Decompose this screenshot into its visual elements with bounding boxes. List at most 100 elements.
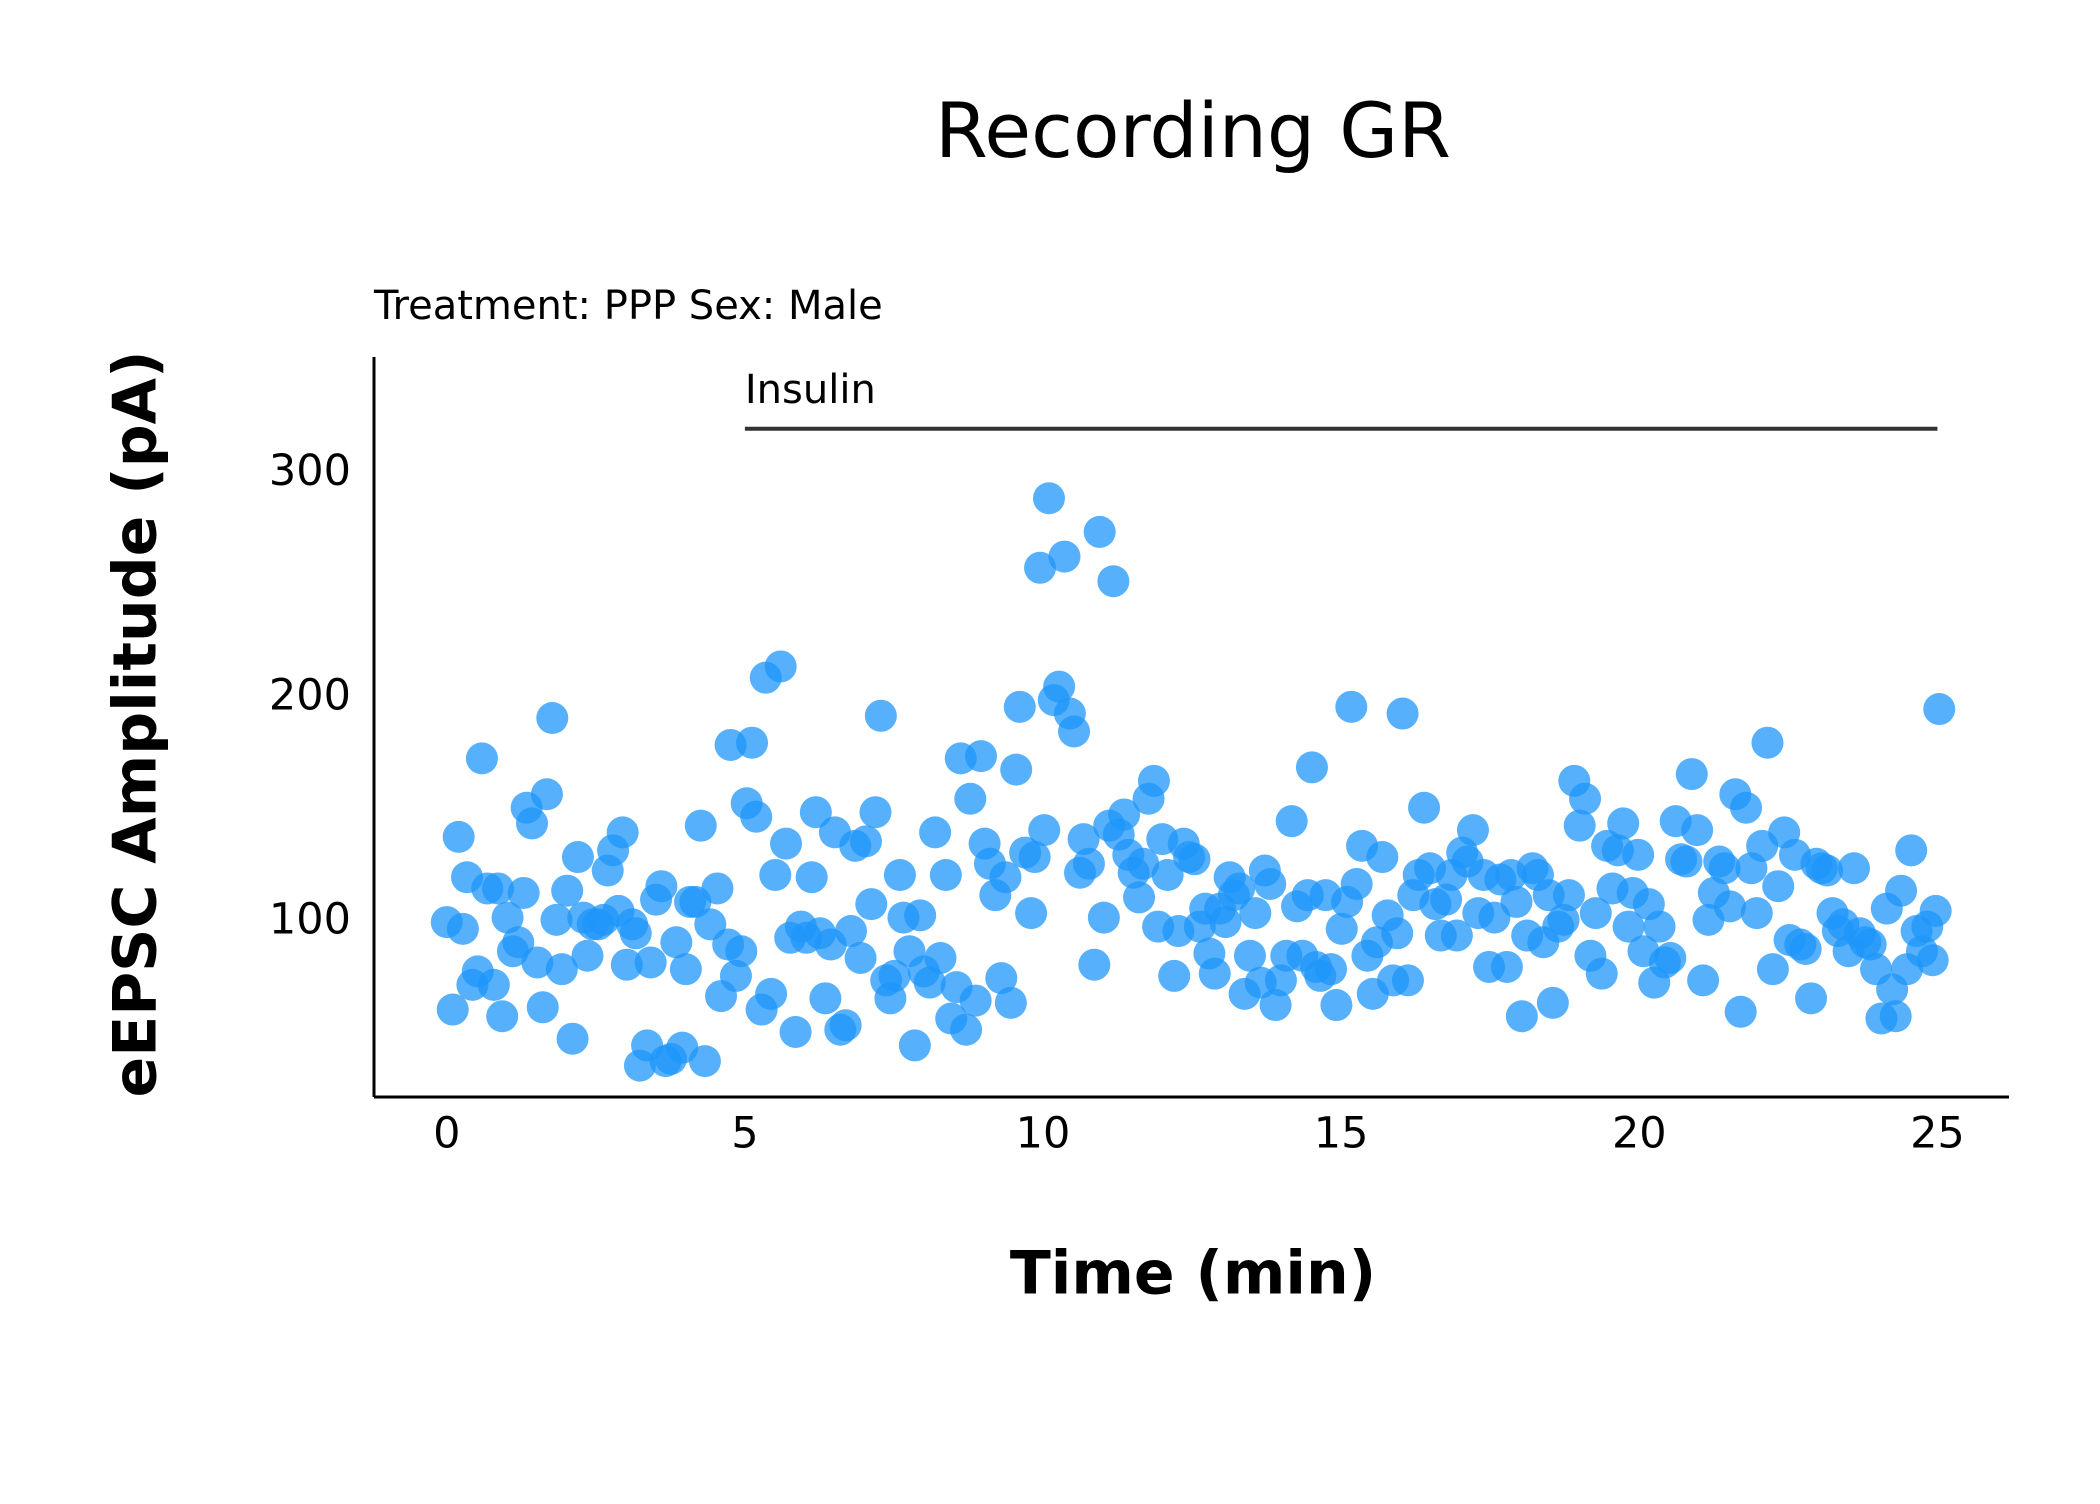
data-point: [1670, 845, 1703, 878]
data-point: [526, 991, 559, 1024]
data-point: [701, 872, 734, 905]
data-point: [1923, 693, 1956, 726]
data-point: [1295, 751, 1328, 784]
data-point: [878, 959, 911, 992]
data-point: [1730, 791, 1763, 824]
data-point: [1675, 758, 1708, 791]
data-point: [1916, 944, 1949, 977]
data-point: [1456, 814, 1489, 847]
data-point: [1024, 551, 1057, 584]
data-point: [1123, 881, 1156, 914]
data-point: [1151, 859, 1184, 891]
data-point: [1078, 948, 1111, 981]
data-point: [829, 1009, 862, 1042]
data-point: [844, 941, 877, 974]
data-point: [1003, 690, 1036, 723]
data-point: [1158, 959, 1191, 992]
data-point: [551, 874, 584, 907]
data-point: [482, 872, 515, 905]
data-point: [883, 859, 916, 891]
data-point: [770, 827, 803, 860]
data-point: [1340, 867, 1373, 900]
x-tick-label: 0: [433, 1109, 460, 1159]
data-point: [1789, 933, 1822, 965]
data-point: [1762, 870, 1795, 903]
data-point: [1223, 872, 1256, 905]
data-point: [1259, 989, 1292, 1022]
data-point: [610, 948, 643, 981]
data-point: [835, 915, 868, 948]
data-point: [465, 742, 498, 775]
data-point: [864, 699, 897, 732]
data-point: [950, 1013, 983, 1046]
data-point: [502, 926, 535, 959]
data-point: [1505, 1000, 1538, 1033]
data-point: [516, 807, 549, 840]
x-tick-label: 10: [1016, 1109, 1071, 1159]
data-point: [1015, 897, 1048, 930]
data-point: [904, 899, 937, 932]
data-point: [645, 870, 678, 903]
data-point: [446, 912, 479, 945]
data-point: [530, 778, 563, 811]
data-point: [1430, 883, 1463, 916]
data-point: [1072, 847, 1105, 880]
data-point: [660, 926, 693, 959]
data-point: [1811, 854, 1844, 887]
data-point: [1408, 791, 1441, 824]
data-point: [1275, 805, 1308, 838]
data-point: [1028, 814, 1061, 847]
x-tick-label: 15: [1314, 1109, 1369, 1159]
data-point: [759, 859, 792, 891]
annotation-label: Insulin: [745, 367, 876, 413]
x-axis-title: Time (min): [1010, 1239, 1376, 1309]
data-point: [1500, 885, 1533, 918]
data-point: [1585, 957, 1618, 990]
data-point: [1386, 697, 1419, 730]
data-point: [929, 859, 962, 891]
data-point: [859, 796, 892, 829]
chart-subtitle: Treatment: PPP Sex: Male: [373, 283, 883, 329]
data-point: [545, 953, 578, 986]
data-point: [669, 953, 702, 986]
data-point: [491, 901, 524, 934]
data-point: [1108, 798, 1141, 831]
data-point: [1137, 764, 1170, 797]
data-point: [684, 809, 717, 842]
data-point: [1018, 841, 1051, 874]
data-point: [1325, 912, 1358, 945]
data-point: [719, 959, 752, 992]
data-point: [1048, 540, 1081, 573]
data-point: [1239, 897, 1272, 930]
data-point: [1708, 852, 1741, 885]
data-point: [1083, 515, 1116, 548]
data-point: [965, 740, 998, 773]
y-axis-title: eEPSC Amplitude (pA): [101, 351, 171, 1098]
data-point: [1032, 482, 1065, 515]
data-point: [507, 876, 540, 909]
data-point: [1478, 901, 1511, 934]
data-point: [1622, 838, 1655, 871]
data-point: [1547, 903, 1580, 936]
data-point: [1097, 565, 1130, 598]
y-tick-label: 200: [269, 670, 351, 720]
data-point: [1681, 814, 1714, 847]
data-point: [795, 861, 828, 894]
data-point: [619, 917, 652, 950]
data-point: [1756, 953, 1789, 986]
data-point: [1687, 964, 1720, 997]
data-point: [985, 962, 1018, 995]
data-point: [1178, 843, 1211, 876]
data-point: [959, 984, 992, 1017]
data-point: [1381, 917, 1414, 950]
data-point: [1740, 897, 1773, 930]
data-point: [1579, 897, 1612, 930]
data-point: [954, 782, 987, 815]
data-point: [1490, 950, 1523, 983]
data-point: [536, 702, 569, 735]
chart-title: Recording GR: [935, 86, 1451, 175]
data-point: [1724, 995, 1757, 1028]
data-point: [1198, 957, 1231, 990]
data-point: [849, 825, 882, 858]
